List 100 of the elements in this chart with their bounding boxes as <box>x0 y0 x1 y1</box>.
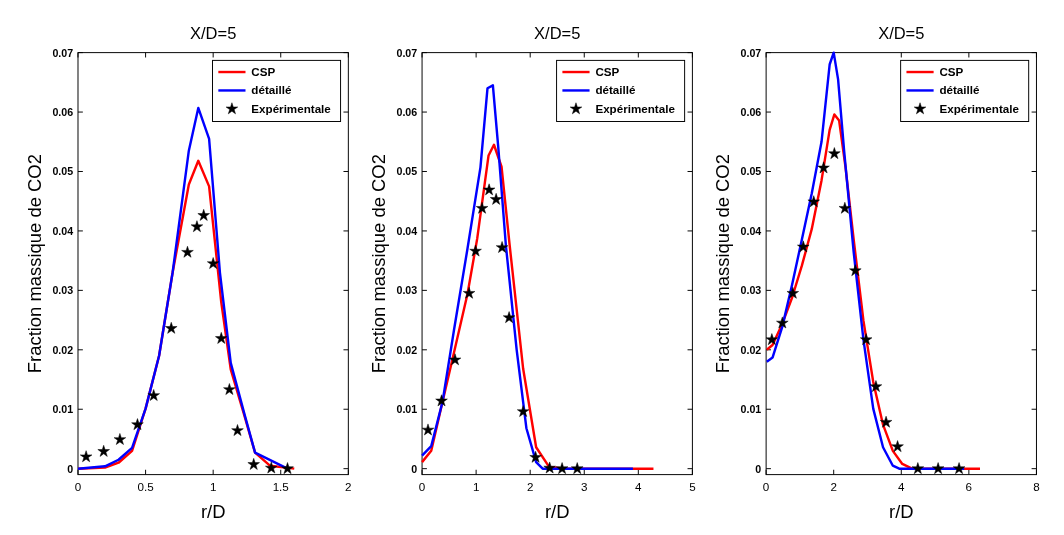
y-tick-label: 0 <box>67 462 74 475</box>
y-tick-label: 0.03 <box>52 284 74 297</box>
legend-label: Expérimentale <box>939 101 1020 115</box>
chart-title: X/D=5 <box>534 24 581 43</box>
point <box>517 405 530 417</box>
y-tick-label: 0.03 <box>740 284 762 297</box>
point <box>113 433 126 445</box>
legend-label: détaillé <box>251 83 292 97</box>
legend-label: CSP <box>251 64 276 78</box>
y-tick-label: 0.04 <box>740 224 762 237</box>
point <box>495 241 509 253</box>
x-tick-label: 8 <box>1033 480 1040 494</box>
point <box>197 209 210 221</box>
point <box>869 380 883 392</box>
y-tick-label: 0.02 <box>740 343 762 356</box>
point <box>80 450 93 462</box>
point <box>556 462 569 474</box>
y-tick-label: 0.04 <box>396 224 418 237</box>
point <box>281 462 294 474</box>
x-tick-label: 6 <box>965 480 973 494</box>
x-tick-label: 2 <box>345 480 352 494</box>
point <box>483 183 496 196</box>
x-tick-label: 2 <box>830 480 837 494</box>
y-tick-label: 0.02 <box>396 343 418 356</box>
point <box>529 450 542 463</box>
legend-label: détaillé <box>595 83 636 97</box>
x-axis-title: r/D <box>889 501 914 523</box>
point <box>435 394 448 407</box>
legend-label: Expérimentale <box>251 101 332 115</box>
point <box>475 201 489 214</box>
legend-label: détaillé <box>939 83 981 97</box>
point <box>490 193 503 205</box>
point <box>503 311 516 323</box>
y-tick-label: 0.02 <box>52 343 74 356</box>
x-tick-label: 3 <box>581 480 588 494</box>
point <box>181 245 194 258</box>
x-axis-title: r/D <box>200 501 226 523</box>
x-axis-title: r/D <box>544 501 570 523</box>
point <box>797 240 810 253</box>
y-tick-label: 0.03 <box>396 284 418 297</box>
x-tick-label: 4 <box>635 480 643 494</box>
point <box>765 333 778 345</box>
point <box>828 147 841 159</box>
point <box>543 461 556 474</box>
point <box>571 462 584 474</box>
point <box>838 201 851 214</box>
x-tick-label: 0.5 <box>137 480 154 494</box>
point <box>860 333 873 345</box>
point <box>911 462 924 474</box>
chart-title: X/D=5 <box>190 24 237 43</box>
point <box>469 244 482 257</box>
y-tick-label: 0.06 <box>740 105 762 118</box>
point <box>165 322 178 334</box>
y-tick-label: 0.07 <box>740 46 762 59</box>
point <box>891 440 904 452</box>
y-tick-label: 0 <box>411 462 418 475</box>
legend-label: Expérimentale <box>595 101 676 115</box>
x-tick-label: 1.5 <box>272 480 289 494</box>
x-tick-label: 4 <box>898 480 906 494</box>
y-tick-label: 0.05 <box>52 165 74 178</box>
y-tick-label: 0.05 <box>396 165 418 178</box>
point <box>190 220 204 232</box>
point <box>817 161 830 174</box>
point <box>231 424 244 436</box>
point <box>776 316 789 329</box>
point <box>247 458 260 470</box>
y-tick-label: 0.01 <box>52 403 74 416</box>
y-tick-label: 0.06 <box>396 105 418 118</box>
y-axis-title: Fraction massique de CO2 <box>24 154 46 374</box>
x-tick-label: 5 <box>689 480 696 494</box>
point <box>952 462 966 474</box>
chart-title: X/D=5 <box>878 24 925 43</box>
point <box>463 286 476 299</box>
point <box>147 389 160 401</box>
point <box>97 445 110 457</box>
point <box>786 286 799 299</box>
point <box>131 418 144 430</box>
y-axis-title: Fraction massique de CO2 <box>712 154 734 374</box>
point <box>448 353 462 366</box>
y-tick-label: 0.01 <box>396 403 418 416</box>
point <box>207 257 220 269</box>
point <box>265 461 278 474</box>
y-tick-label: 0.04 <box>52 224 74 237</box>
point <box>849 264 862 276</box>
point <box>807 195 820 208</box>
y-tick-label: 0.05 <box>740 165 762 178</box>
point <box>932 462 945 474</box>
point <box>879 415 893 428</box>
y-tick-label: 0.07 <box>396 46 418 59</box>
y-tick-label: 0.06 <box>52 105 74 118</box>
point <box>223 383 236 395</box>
y-tick-label: 0.01 <box>740 403 762 416</box>
legend-label: CSP <box>939 64 964 78</box>
legend-label: CSP <box>595 64 620 78</box>
point <box>421 423 435 436</box>
point <box>215 332 228 344</box>
x-tick-label: 1 <box>472 480 480 494</box>
x-tick-label: 2 <box>526 480 534 494</box>
y-tick-label: 0.07 <box>52 46 74 59</box>
x-tick-label: 1 <box>209 480 217 494</box>
